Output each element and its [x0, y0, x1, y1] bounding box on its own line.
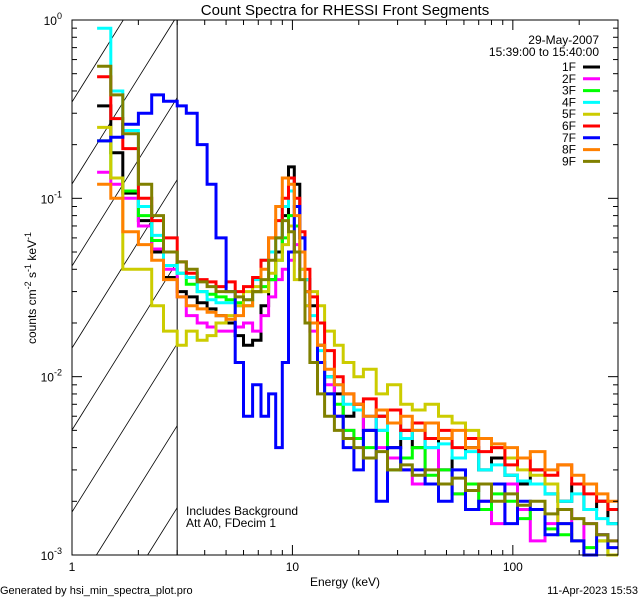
y-label-part: counts cm: [25, 289, 39, 344]
axis-ticks: [71, 19, 619, 556]
y-tick-exponent: -2: [54, 368, 62, 378]
y-tick-exponent: -1: [54, 189, 62, 199]
background-hatch-region: [71, 19, 178, 556]
series-line-6F: [97, 75, 618, 511]
timestamp-label: 11-Apr-2023 15:53: [547, 585, 638, 597]
y-tick-exponent: -3: [54, 546, 62, 556]
legend-label-1F: 1F: [562, 60, 576, 74]
annotation-attenuator: Att A0, FDecim 1: [186, 516, 276, 530]
series-line-2F: [97, 170, 618, 543]
hatch-line: [71, 97, 178, 267]
y-tick-label: 10-1: [41, 189, 62, 206]
annotation-background: Includes Background: [186, 504, 298, 518]
legend-label-3F: 3F: [562, 84, 576, 98]
y-label-exponent: -1: [23, 264, 33, 272]
hatch-line: [71, 179, 178, 349]
y-label-exponent: -1: [23, 232, 33, 240]
hatch-line: [147, 507, 178, 556]
x-axis-label: Energy (keV): [310, 575, 380, 589]
hatch-line: [71, 343, 178, 513]
y-tick-label: 100: [44, 11, 62, 28]
y-label-part: keV: [25, 240, 39, 264]
series-line-5F: [97, 125, 618, 557]
legend-label-4F: 4F: [562, 95, 576, 109]
time-range-label: 15:39:00 to 15:40:00: [489, 45, 599, 59]
y-tick-label: 10-3: [41, 546, 62, 563]
series-group: [97, 26, 618, 557]
legend-label-6F: 6F: [562, 119, 576, 133]
hatch-line: [71, 19, 124, 103]
series-line-8F: [97, 176, 618, 503]
hatch-line: [96, 425, 178, 556]
plot-frame: [71, 19, 619, 556]
hatch-line: [71, 261, 178, 431]
series-line-7F: [97, 93, 618, 557]
x-tick-labels: 1 10 100: [69, 560, 524, 574]
x-tick-label: 1: [69, 560, 76, 574]
y-label-exponent: -2: [23, 281, 33, 289]
legend-label-9F: 9F: [562, 154, 576, 168]
legend-label-7F: 7F: [562, 131, 576, 145]
chart-title: Count Spectra for RHESSI Front Segments: [201, 2, 489, 19]
legend-label-8F: 8F: [562, 143, 576, 157]
series-line-1F: [97, 104, 618, 526]
y-axis-label: counts cm-2 s-1 keV-1: [23, 232, 39, 344]
y-tick-labels: 100 10-1 10-2 10-3: [41, 11, 62, 563]
series-line-9F: [97, 64, 618, 543]
legend-label-2F: 2F: [562, 72, 576, 86]
legend-label-5F: 5F: [562, 107, 576, 121]
generated-by-label: Generated by hsi_min_spectra_plot.pro: [0, 585, 193, 597]
y-tick-label: 10-2: [41, 368, 62, 385]
x-tick-label: 10: [286, 560, 300, 574]
y-tick-exponent: 0: [57, 11, 62, 21]
y-label-part: s: [25, 272, 39, 281]
series-line-3F: [97, 139, 618, 557]
date-label: 29-May-2007: [528, 33, 599, 47]
x-tick-label: 100: [503, 560, 523, 574]
